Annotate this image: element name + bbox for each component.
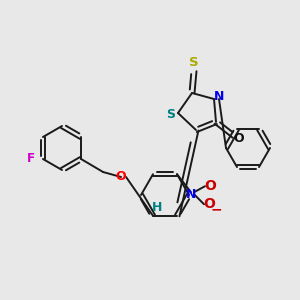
Text: S: S xyxy=(167,109,176,122)
Text: O: O xyxy=(116,170,126,184)
Text: N: N xyxy=(186,188,196,201)
Text: −: − xyxy=(210,202,222,216)
Text: F: F xyxy=(27,152,35,166)
Text: O: O xyxy=(203,197,215,211)
Text: O: O xyxy=(234,131,244,145)
Text: H: H xyxy=(152,201,162,214)
Text: N: N xyxy=(214,89,224,103)
Text: O: O xyxy=(204,179,216,193)
Text: S: S xyxy=(189,56,199,70)
